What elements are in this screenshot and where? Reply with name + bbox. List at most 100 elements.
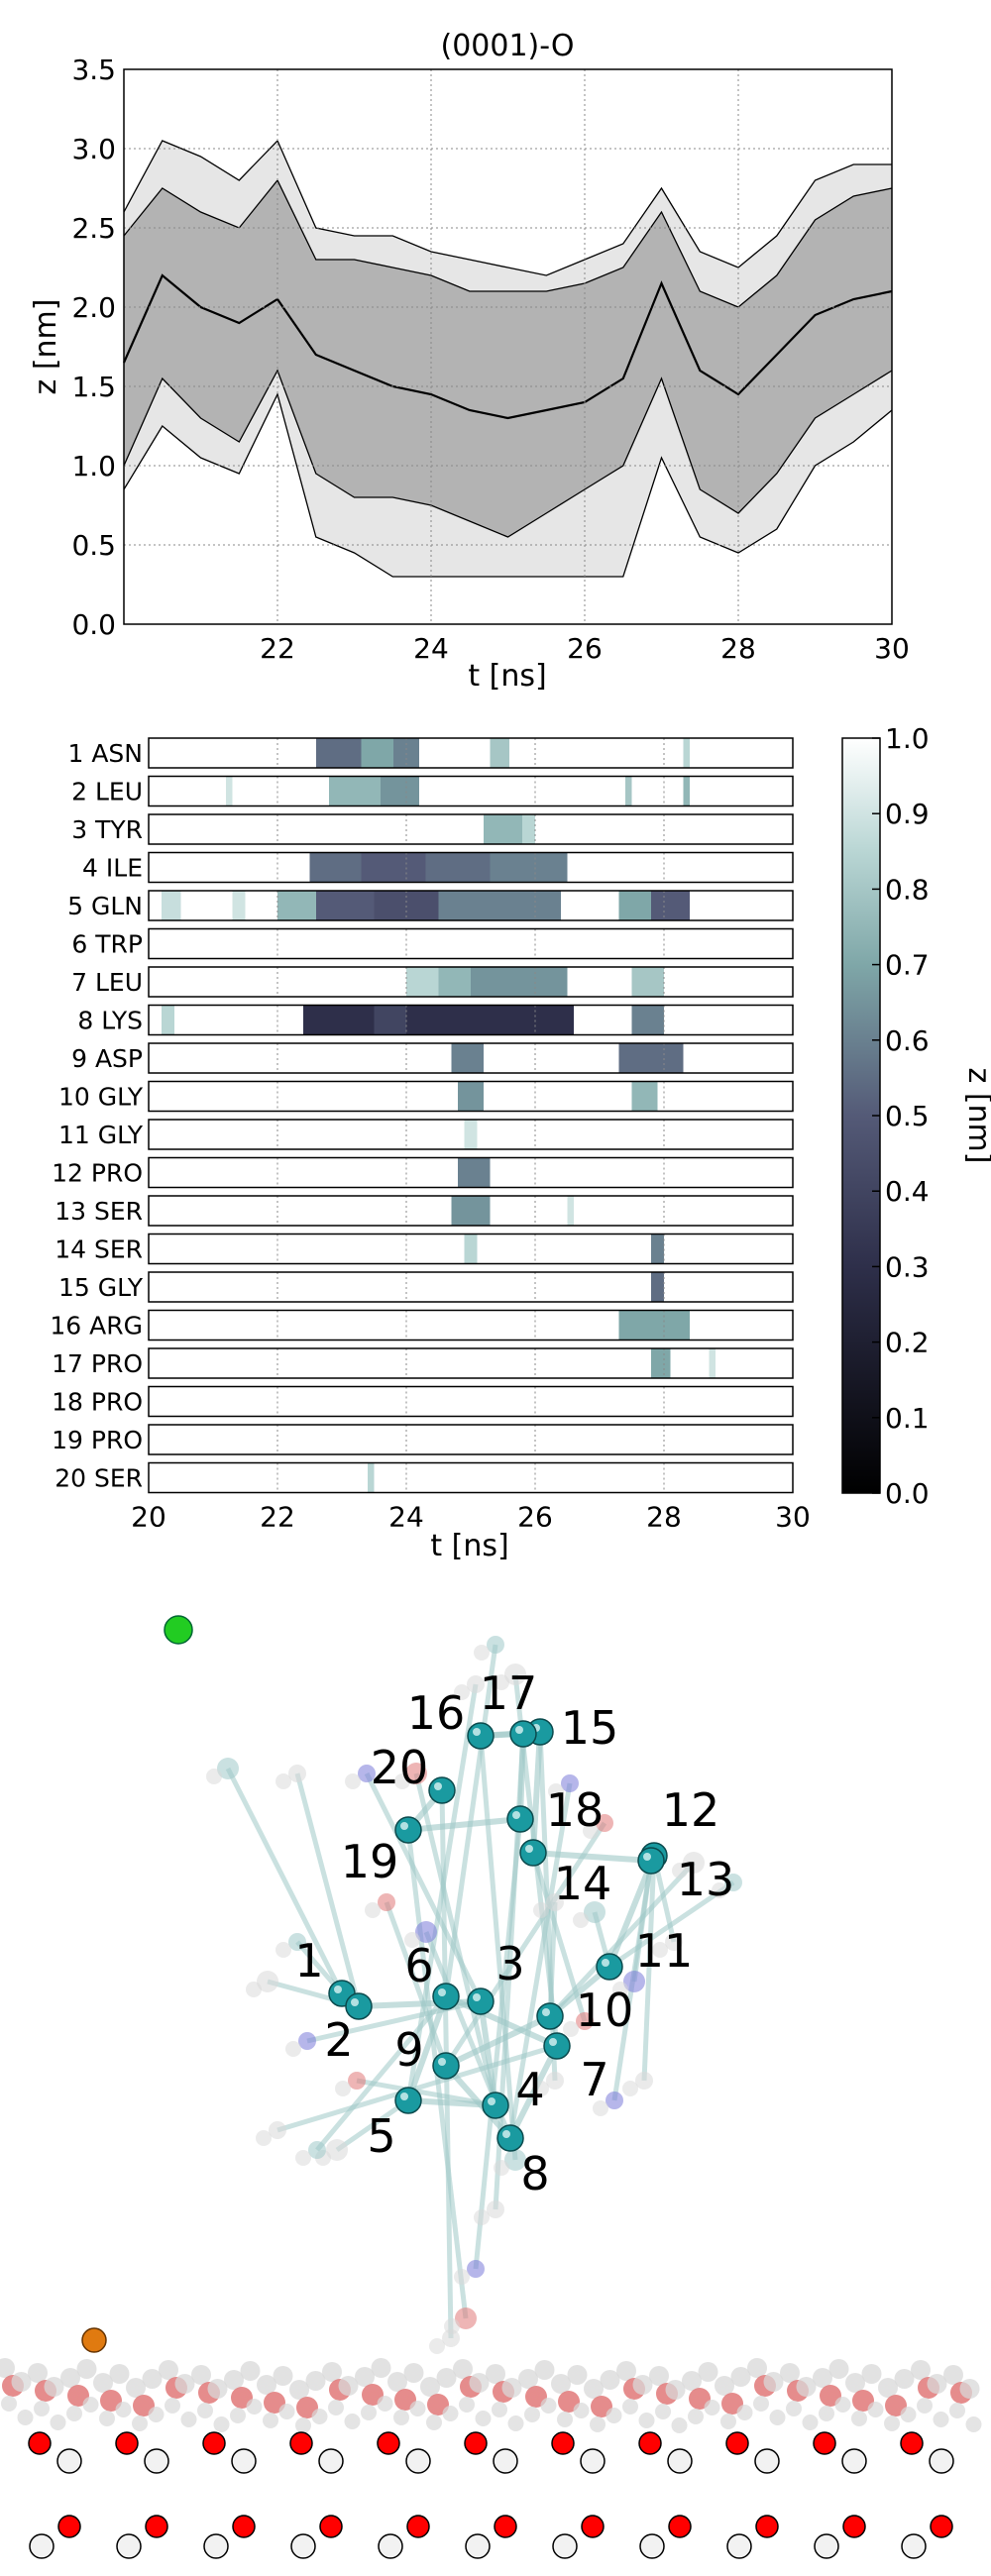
contact-segment <box>484 814 522 844</box>
side-chain-atom <box>405 1763 427 1784</box>
side-chain-atom <box>217 1758 239 1779</box>
surface-water-atom <box>459 2397 475 2413</box>
surface-water-atom <box>246 2399 263 2415</box>
side-chain-atom <box>504 1664 526 1685</box>
contact-segment <box>425 852 491 883</box>
surface-water-atom <box>278 2404 295 2419</box>
lattice-zinc <box>290 2533 316 2559</box>
surface-water-atom <box>682 2371 702 2391</box>
row-frame <box>148 851 794 884</box>
row-frame <box>148 1156 794 1189</box>
surface-water-atom <box>361 2405 377 2420</box>
colorbar-tick-label: 0.1 <box>885 1402 930 1435</box>
row-frame <box>148 1195 794 1227</box>
row-frame <box>148 737 794 769</box>
backbone-bond <box>532 1850 652 1864</box>
atom-highlight <box>602 1959 609 1967</box>
alpha-carbon-atom <box>506 1805 534 1833</box>
surface-water-atom <box>76 2359 97 2379</box>
surface-water-atom <box>393 2410 409 2425</box>
side-chain-atom <box>487 2200 504 2218</box>
alpha-carbon-atom <box>467 1987 495 2015</box>
surface-water-atom <box>622 2399 638 2415</box>
surface-water-atom <box>943 2365 963 2385</box>
heatmap-row: 4 ILE <box>82 851 794 884</box>
surface-water-atom <box>867 2402 884 2417</box>
surface-water-atom <box>524 2407 540 2422</box>
surface-water-atom <box>240 2361 261 2381</box>
x-tick-label: 30 <box>874 632 910 665</box>
contact-segment <box>458 1157 491 1188</box>
contact-segment <box>277 891 316 920</box>
contact-segment <box>406 1005 574 1035</box>
hydrogen-atom <box>474 1645 490 1661</box>
surface-water-atom <box>900 2407 917 2422</box>
surface-water-atom <box>813 2368 832 2388</box>
residue-label: 2 LEU <box>71 778 143 806</box>
surface-water-atom <box>453 2359 473 2379</box>
colorbar-tick-label: 0.6 <box>885 1024 930 1057</box>
surface-water-atom <box>475 2411 492 2426</box>
surface-water-atom <box>115 2402 132 2417</box>
hydrogen-atom <box>573 1912 589 1928</box>
surface-water-atom <box>518 2369 538 2389</box>
alpha-carbon-atom <box>509 1720 537 1748</box>
lattice-oxygen <box>725 2431 749 2455</box>
row-frame <box>148 927 794 960</box>
surface-water-atom <box>377 2396 393 2412</box>
residue-label: 8 LYS <box>77 1007 143 1035</box>
colorbar-tick-label: 0.0 <box>885 1477 930 1510</box>
surface-water-atom <box>420 2377 440 2397</box>
surface-water-atom <box>328 2400 344 2415</box>
contact-segment <box>618 1310 690 1341</box>
hydrogen-atom <box>275 1942 291 1958</box>
surface-water-atom <box>492 2402 507 2417</box>
contact-segment <box>309 852 362 883</box>
lattice-oxygen <box>464 2431 488 2455</box>
residue-number-label: 16 <box>407 1686 466 1740</box>
residue-label: 12 PRO <box>52 1159 143 1188</box>
lattice-oxygen <box>289 2431 313 2455</box>
contact-segment <box>451 1043 484 1073</box>
surface-water-atom <box>44 2377 64 2397</box>
surface-water-atom <box>305 2371 326 2391</box>
surface-water-atom <box>197 2403 213 2418</box>
bond <box>294 1772 362 2007</box>
hydrogen-atom <box>429 2338 445 2354</box>
backbone-bond <box>407 1816 521 1833</box>
side-chain-atom <box>584 1901 606 1923</box>
surface-water-atom <box>753 2396 769 2412</box>
residue-number-label: 15 <box>561 1701 619 1755</box>
atom-highlight <box>400 1822 408 1830</box>
contact-segment <box>458 1081 484 1112</box>
residue-number-label: 19 <box>341 1835 399 1888</box>
side-chain-atom <box>724 1874 742 1891</box>
contact-segment <box>567 1196 574 1226</box>
surface-water-atom <box>802 2415 819 2430</box>
residue-label: 13 SER <box>55 1197 143 1226</box>
alpha-carbon-atom <box>482 2092 509 2119</box>
side-chain-atom <box>487 1636 504 1654</box>
surface-water-atom <box>289 2380 309 2400</box>
lattice-oxygen <box>755 2515 779 2538</box>
contact-segment <box>361 738 393 768</box>
surface-water-atom <box>894 2369 915 2389</box>
bond <box>225 1767 345 1995</box>
bond <box>641 1855 657 2082</box>
lattice-oxygen <box>115 2431 139 2455</box>
surface-water-atom <box>295 2417 311 2433</box>
side-chain-atom <box>442 2329 460 2347</box>
alpha-carbon-atom <box>519 1839 547 1867</box>
atom-highlight <box>434 1782 442 1790</box>
residue-label: 14 SER <box>55 1235 143 1264</box>
alpha-carbon-atom <box>467 1722 495 1750</box>
surface-water-atom <box>50 2415 66 2430</box>
heatmap-row: 6 TRP <box>71 927 794 960</box>
hydrogen-atom <box>652 1942 668 1958</box>
row-frame <box>148 890 794 921</box>
contact-segment <box>381 776 419 806</box>
series-line-median <box>122 273 893 420</box>
surface-water-atom <box>371 2358 391 2378</box>
heatmap-row: 17 PRO <box>52 1347 794 1379</box>
heatmap-row: 1 ASN <box>67 737 794 769</box>
